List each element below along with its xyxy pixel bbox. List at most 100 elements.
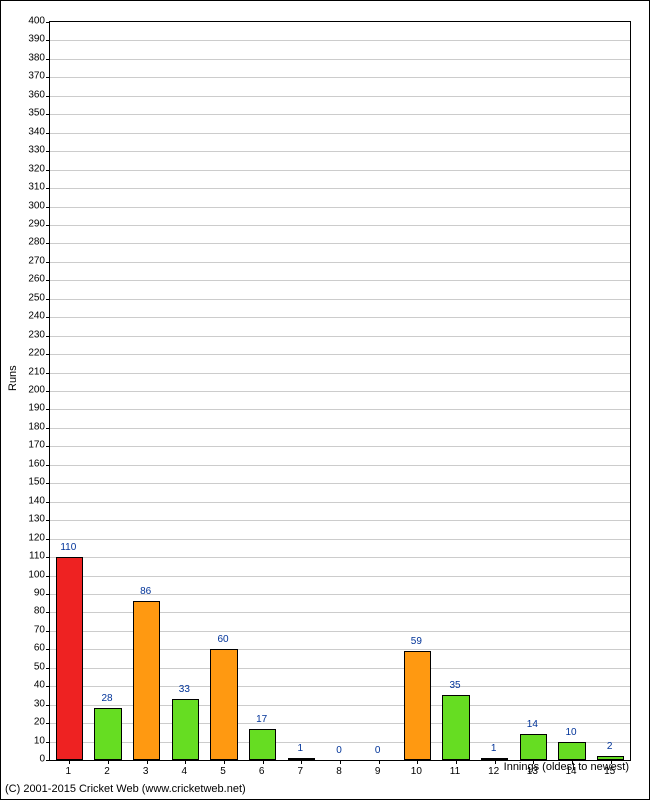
x-tick-label: 6 [259, 766, 265, 777]
x-tick-label: 4 [182, 766, 188, 777]
bar [133, 601, 160, 760]
bar-value-label: 110 [60, 542, 76, 553]
bar-value-label: 14 [527, 719, 538, 730]
y-tick-mark [46, 594, 50, 595]
x-tick-label: 10 [411, 766, 422, 777]
y-tick-mark [46, 668, 50, 669]
y-tick-label: 180 [5, 421, 45, 432]
gridline [50, 170, 630, 171]
x-tick-label: 8 [336, 766, 342, 777]
gridline [50, 114, 630, 115]
y-tick-label: 220 [5, 348, 45, 359]
bar [94, 708, 121, 760]
y-tick-mark [46, 262, 50, 263]
y-tick-mark [46, 133, 50, 134]
x-tick-mark [301, 760, 302, 764]
chart-container: Runs Innings (oldest to newest) (C) 2001… [0, 0, 650, 800]
bar [442, 695, 469, 760]
gridline [50, 225, 630, 226]
bar-value-label: 86 [140, 586, 151, 597]
bar [56, 557, 83, 760]
y-tick-label: 300 [5, 200, 45, 211]
gridline [50, 280, 630, 281]
y-tick-label: 120 [5, 532, 45, 543]
gridline [50, 373, 630, 374]
x-tick-mark [456, 760, 457, 764]
y-tick-label: 270 [5, 255, 45, 266]
y-tick-label: 280 [5, 237, 45, 248]
y-tick-mark [46, 723, 50, 724]
bar-value-label: 28 [101, 693, 112, 704]
gridline [50, 96, 630, 97]
y-tick-label: 290 [5, 218, 45, 229]
y-tick-label: 150 [5, 477, 45, 488]
y-tick-label: 330 [5, 145, 45, 156]
bar-value-label: 10 [565, 727, 576, 738]
gridline [50, 262, 630, 263]
y-tick-label: 360 [5, 89, 45, 100]
bar-value-label: 1 [491, 743, 497, 754]
y-tick-mark [46, 576, 50, 577]
x-tick-label: 14 [565, 766, 576, 777]
x-tick-mark [69, 760, 70, 764]
y-tick-mark [46, 77, 50, 78]
gridline [50, 151, 630, 152]
gridline [50, 502, 630, 503]
y-tick-label: 60 [5, 643, 45, 654]
gridline [50, 40, 630, 41]
y-tick-label: 170 [5, 440, 45, 451]
gridline [50, 133, 630, 134]
gridline [50, 446, 630, 447]
y-tick-mark [46, 520, 50, 521]
bar-value-label: 35 [449, 680, 460, 691]
y-tick-mark [46, 539, 50, 540]
gridline [50, 465, 630, 466]
x-tick-mark [147, 760, 148, 764]
y-tick-label: 100 [5, 569, 45, 580]
gridline [50, 243, 630, 244]
bar-value-label: 1 [298, 743, 304, 754]
gridline [50, 409, 630, 410]
y-tick-mark [46, 151, 50, 152]
x-tick-mark [185, 760, 186, 764]
y-tick-mark [46, 649, 50, 650]
y-tick-label: 70 [5, 624, 45, 635]
y-tick-label: 10 [5, 735, 45, 746]
y-tick-label: 390 [5, 34, 45, 45]
x-tick-label: 3 [143, 766, 149, 777]
y-tick-label: 30 [5, 698, 45, 709]
y-tick-mark [46, 373, 50, 374]
y-tick-label: 140 [5, 495, 45, 506]
y-tick-label: 230 [5, 329, 45, 340]
gridline [50, 207, 630, 208]
bar-value-label: 60 [217, 634, 228, 645]
y-tick-mark [46, 280, 50, 281]
y-tick-label: 190 [5, 403, 45, 414]
y-tick-label: 50 [5, 661, 45, 672]
x-tick-label: 9 [375, 766, 381, 777]
copyright-text: (C) 2001-2015 Cricket Web (www.cricketwe… [5, 783, 246, 795]
bar [558, 742, 585, 760]
gridline [50, 188, 630, 189]
gridline [50, 594, 630, 595]
gridline [50, 557, 630, 558]
y-tick-mark [46, 59, 50, 60]
y-tick-mark [46, 705, 50, 706]
y-tick-mark [46, 336, 50, 337]
y-tick-label: 240 [5, 311, 45, 322]
y-tick-mark [46, 409, 50, 410]
y-tick-mark [46, 428, 50, 429]
gridline [50, 299, 630, 300]
gridline [50, 483, 630, 484]
x-tick-label: 11 [450, 766, 460, 777]
x-tick-label: 7 [298, 766, 304, 777]
y-tick-mark [46, 446, 50, 447]
y-tick-mark [46, 502, 50, 503]
y-tick-mark [46, 760, 50, 761]
x-tick-label: 12 [488, 766, 499, 777]
y-tick-mark [46, 631, 50, 632]
y-tick-mark [46, 243, 50, 244]
gridline [50, 428, 630, 429]
gridline [50, 77, 630, 78]
x-tick-mark [340, 760, 341, 764]
